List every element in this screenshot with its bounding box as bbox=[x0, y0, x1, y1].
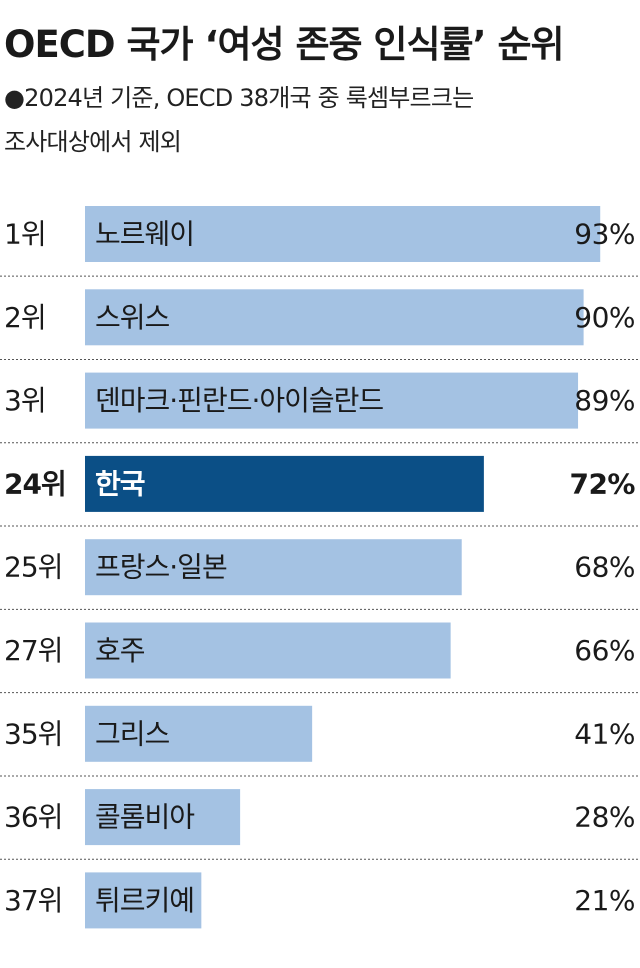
rank-label: 35위 bbox=[4, 717, 62, 750]
value-label: 72% bbox=[569, 467, 635, 500]
chart-title: OECD 국가 ‘여성 존중 인식률’ 순위 bbox=[4, 23, 565, 66]
bar bbox=[85, 789, 241, 846]
chart-subtitle: ●2024년 기준, OECD 38개국 중 룩셈부르크는 조사대상에서 제외 bbox=[4, 76, 614, 164]
rank-label: 2위 bbox=[4, 301, 46, 334]
value-label: 21% bbox=[574, 884, 635, 917]
category-label: 그리스 bbox=[95, 717, 170, 750]
rank-label: 37위 bbox=[4, 884, 62, 917]
ranking-bar-chart: 1위 노르웨이 93% 2위 스위스 90% 3위 덴마크·핀란드·아이슬란드 89% 24위 한국… bbox=[0, 206, 640, 929]
category-label: 덴마크·핀란드·아이슬란드 bbox=[95, 384, 383, 417]
category-label: 노르웨이 bbox=[95, 218, 194, 251]
value-label: 66% bbox=[574, 634, 635, 667]
bar bbox=[85, 539, 462, 596]
rank-label: 27위 bbox=[4, 634, 62, 667]
value-label: 89% bbox=[574, 384, 635, 417]
category-label: 프랑스·일본 bbox=[95, 551, 227, 584]
category-label: 스위스 bbox=[95, 301, 170, 334]
category-label: 콜롬비아 bbox=[95, 801, 194, 834]
bar bbox=[85, 289, 584, 346]
bar bbox=[85, 705, 313, 762]
value-label: 93% bbox=[574, 218, 635, 251]
bar bbox=[85, 455, 484, 512]
rank-label: 24위 bbox=[4, 467, 66, 500]
category-label: 호주 bbox=[95, 634, 145, 667]
category-label: 튀르키예 bbox=[95, 884, 194, 917]
bar bbox=[85, 206, 601, 262]
rank-label: 25위 bbox=[4, 551, 62, 584]
bar bbox=[85, 872, 202, 929]
rank-label: 1위 bbox=[4, 218, 46, 251]
category-label: 한국 bbox=[95, 467, 145, 500]
rank-label: 36위 bbox=[4, 801, 62, 834]
value-label: 28% bbox=[574, 801, 635, 834]
rank-label: 3위 bbox=[4, 384, 46, 417]
bar bbox=[85, 622, 451, 679]
bar bbox=[85, 372, 579, 429]
subtitle-line-2: 조사대상에서 제외 bbox=[4, 128, 182, 156]
value-label: 68% bbox=[574, 551, 635, 584]
subtitle-line-1: ●2024년 기준, OECD 38개국 중 룩셈부르크는 bbox=[4, 84, 474, 112]
value-label: 90% bbox=[574, 301, 635, 334]
value-label: 41% bbox=[574, 717, 635, 750]
